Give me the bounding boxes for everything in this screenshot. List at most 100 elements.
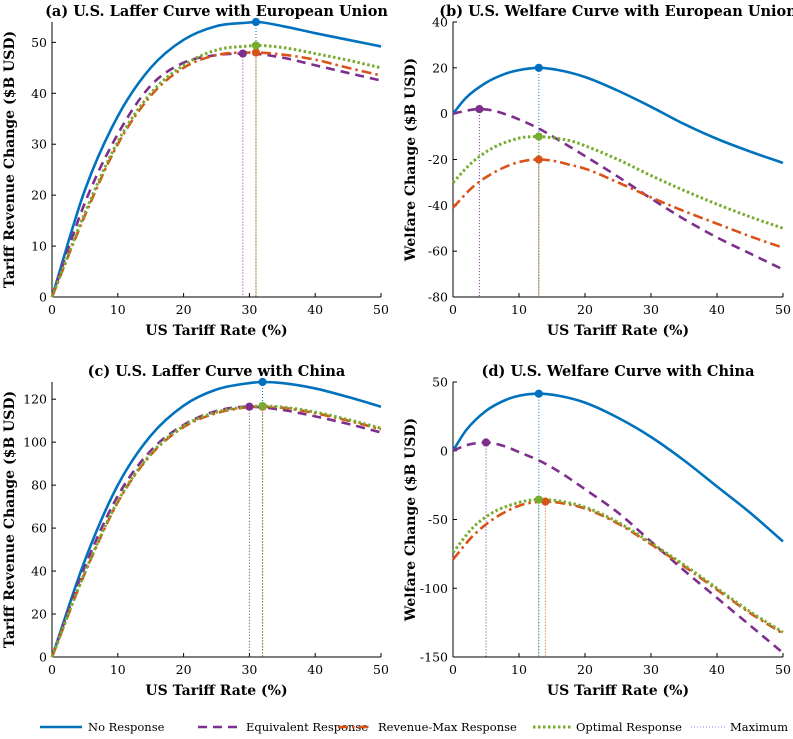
y-tick-label: 10 (31, 239, 47, 254)
y-axis-label: Welfare Change ($B USD) (403, 58, 419, 262)
y-tick-label: 40 (432, 15, 448, 30)
y-tick-label: -40 (428, 198, 448, 213)
y-tick-label: -80 (428, 290, 448, 305)
maximum-point (541, 497, 550, 506)
series-line-equivalent-response (452, 441, 784, 654)
maximum-point (534, 389, 543, 398)
y-tick-label: 60 (31, 521, 47, 536)
y-tick-label: -50 (428, 512, 448, 527)
series-line-equivalent-response (452, 107, 784, 271)
x-tick-label: 20 (176, 662, 192, 677)
x-tick-label: 10 (110, 302, 126, 317)
x-tick-label: 10 (110, 662, 126, 677)
y-tick-label: 120 (23, 392, 47, 407)
maximum-point (534, 63, 543, 72)
chart-title: (d) U.S. Welfare Curve with China (482, 363, 756, 380)
x-tick-label: 0 (449, 302, 457, 317)
x-tick-label: 10 (511, 662, 527, 677)
y-tick-label: 30 (31, 137, 47, 152)
y-tick-label: 40 (31, 564, 47, 579)
x-tick-label: 0 (48, 302, 56, 317)
y-axis-label: Tariff Revenue Change ($B USD) (2, 391, 18, 648)
y-tick-label: 50 (432, 375, 448, 390)
legend-label: Maximum (730, 720, 788, 734)
chart-title: (a) U.S. Laffer Curve with European Unio… (45, 3, 388, 20)
maximum-point (534, 495, 543, 504)
x-tick-label: 20 (176, 302, 192, 317)
maximum-point (258, 401, 267, 411)
panel-a: (a) U.S. Laffer Curve with European Unio… (2, 3, 389, 339)
series-line-revenue-max-response (452, 158, 784, 249)
maximum-point (251, 48, 261, 57)
y-axis-label: Tariff Revenue Change ($B USD) (2, 31, 18, 288)
panel-b: (b) U.S. Welfare Curve with European Uni… (403, 3, 793, 339)
x-tick-label: 40 (709, 302, 725, 317)
maximum-point (238, 49, 247, 58)
series-line-no-response (50, 20, 382, 298)
x-axis-label: US Tariff Rate (%) (547, 683, 689, 699)
x-tick-label: 50 (775, 662, 791, 677)
maximum-point (251, 41, 261, 50)
y-tick-label: 0 (39, 650, 47, 665)
series-line-optimal-response (50, 43, 382, 298)
y-tick-label: -60 (428, 244, 448, 259)
y-tick-label: -150 (420, 650, 448, 665)
series-line-optimal-response (50, 404, 382, 658)
x-axis-label: US Tariff Rate (%) (145, 323, 287, 339)
y-tick-label: 40 (31, 86, 47, 101)
series-line-revenue-max-response (50, 51, 382, 298)
y-tick-label: 0 (440, 106, 448, 121)
chart-title: (c) U.S. Laffer Curve with China (88, 363, 346, 380)
y-tick-label: 0 (39, 290, 47, 305)
series-line-revenue-max-response (452, 500, 784, 635)
legend-label: Equivalent Response (246, 720, 368, 734)
x-tick-label: 10 (511, 302, 527, 317)
series-line-no-response (50, 380, 382, 658)
x-tick-label: 30 (643, 302, 659, 317)
y-tick-label: 50 (31, 35, 47, 50)
legend: No Response Equivalent Response Revenue-Ma… (40, 720, 788, 734)
series-line-optimal-response (451, 135, 784, 230)
maximum-point (534, 132, 543, 141)
legend-label: Revenue-Max Response (378, 720, 517, 734)
x-tick-label: 30 (241, 302, 257, 317)
series-line-no-response (451, 392, 784, 543)
x-tick-label: 50 (775, 302, 791, 317)
maximum-point (481, 438, 491, 447)
maximum-point (534, 155, 543, 164)
x-tick-label: 40 (709, 662, 725, 677)
legend-label: No Response (88, 720, 165, 734)
y-tick-label: 0 (440, 443, 448, 458)
x-tick-label: 0 (449, 662, 457, 677)
chart-title: (b) U.S. Welfare Curve with European Uni… (439, 3, 793, 20)
y-tick-label: -20 (428, 152, 448, 167)
legend-label: Optimal Response (576, 720, 682, 734)
panel-d: (d) U.S. Welfare Curve with China 0 10 20 30… (403, 363, 791, 699)
y-tick-label: 100 (23, 435, 47, 450)
y-tick-label: 80 (31, 478, 47, 493)
y-tick-label: -100 (420, 581, 448, 596)
x-tick-label: 0 (48, 662, 56, 677)
series-line-revenue-max-response (50, 405, 382, 658)
y-tick-label: 20 (31, 188, 47, 203)
x-tick-label: 20 (577, 302, 593, 317)
maximum-point (251, 17, 261, 27)
series-line-no-response (451, 66, 784, 165)
y-tick-label: 20 (31, 607, 47, 622)
y-axis-label: Welfare Change ($B USD) (403, 418, 419, 622)
x-tick-label: 40 (307, 662, 323, 677)
x-tick-label: 40 (307, 302, 323, 317)
maximum-point (475, 104, 484, 114)
maximum-point (258, 377, 267, 387)
x-tick-label: 20 (577, 662, 593, 677)
x-tick-label: 30 (643, 662, 659, 677)
panel-c: (c) U.S. Laffer Curve with China 0 10 20 30 4… (2, 363, 389, 699)
maximum-point (245, 402, 254, 411)
x-axis-label: US Tariff Rate (%) (145, 683, 287, 699)
x-tick-label: 50 (373, 662, 389, 677)
x-tick-label: 50 (373, 302, 389, 317)
series-line-equivalent-response (50, 405, 382, 658)
x-tick-label: 30 (241, 662, 257, 677)
x-axis-label: US Tariff Rate (%) (547, 323, 689, 339)
